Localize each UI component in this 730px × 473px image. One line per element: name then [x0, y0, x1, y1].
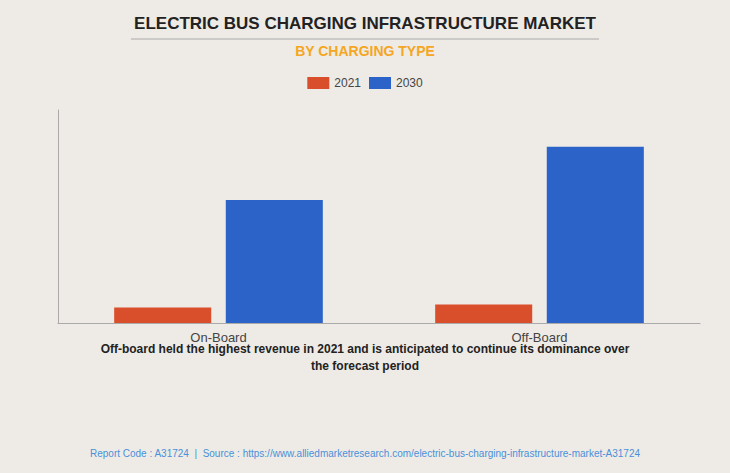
svg-text:BY CHARGING TYPE: BY CHARGING TYPE [295, 43, 435, 59]
svg-text:2021: 2021 [334, 76, 361, 90]
svg-text:ELECTRIC BUS CHARGING INFRASTR: ELECTRIC BUS CHARGING INFRASTRUCTURE MAR… [134, 14, 596, 33]
svg-text:Off-board held the highest rev: Off-board held the highest revenue in 20… [100, 341, 630, 356]
svg-text:On-Board: On-Board [190, 330, 246, 345]
svg-text:the forecast period: the forecast period [311, 359, 419, 373]
svg-text:2030: 2030 [396, 76, 423, 90]
svg-text:Off-Board: Off-Board [511, 330, 567, 345]
svg-text:Report Code : A31724 | Sourc: Report Code : A31724 | Source : https://… [90, 448, 641, 459]
